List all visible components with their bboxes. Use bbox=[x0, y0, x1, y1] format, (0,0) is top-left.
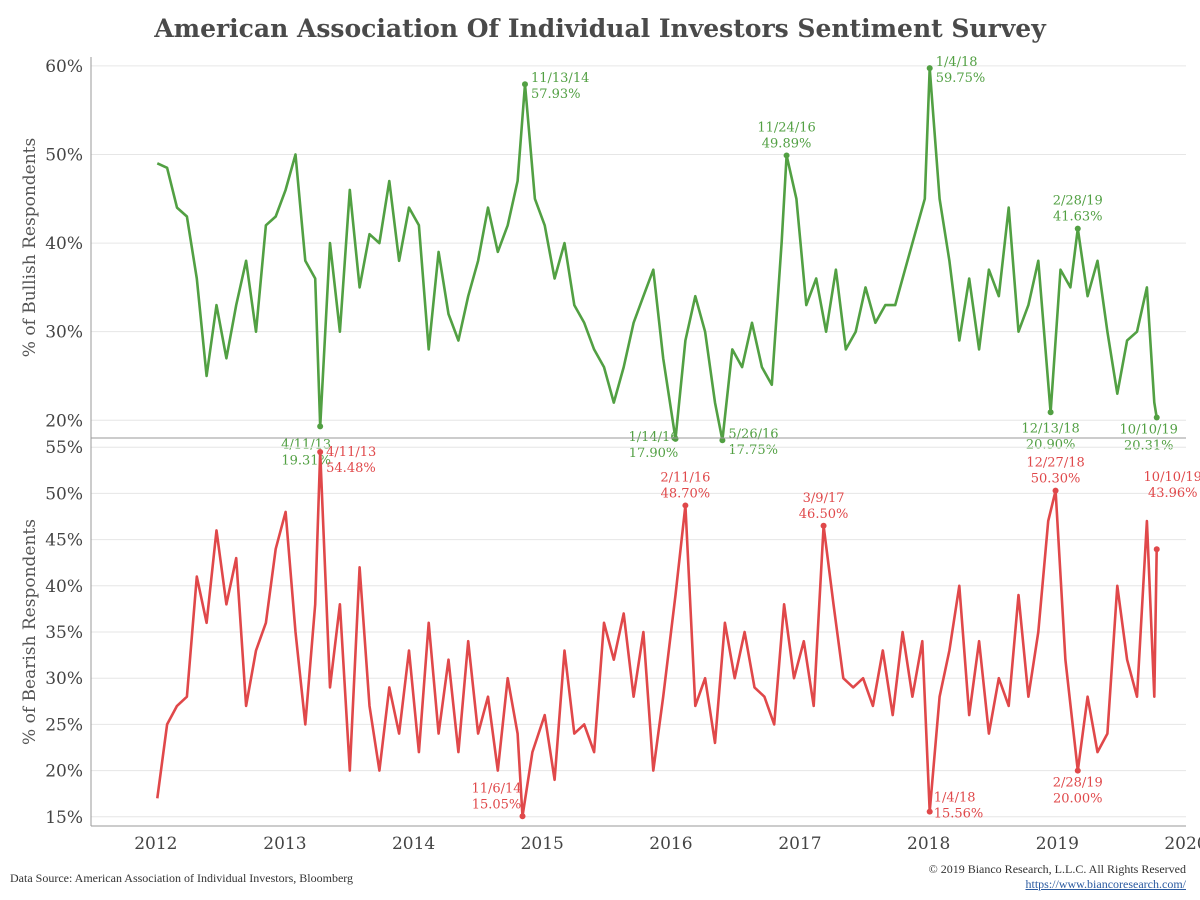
bearish-annotation-date: 3/9/17 bbox=[803, 491, 845, 506]
bearish-annotation-value: 48.70% bbox=[661, 486, 711, 501]
bearish-annotation-marker bbox=[682, 502, 689, 509]
bullish-annotation-marker bbox=[783, 152, 790, 159]
bullish-annotation-value: 20.31% bbox=[1124, 439, 1174, 454]
bearish-ytick-label: 45% bbox=[45, 531, 83, 551]
bullish-annotation-date: 5/26/16 bbox=[728, 427, 778, 442]
bearish-ytick-label: 50% bbox=[45, 484, 83, 504]
bullish-annotation-date: 11/13/14 bbox=[531, 71, 589, 86]
website-link[interactable]: https://www.biancoresearch.com/ bbox=[1025, 877, 1186, 891]
bearish-annotation-value: 46.50% bbox=[799, 507, 849, 522]
bullish-axis-title: % of Bullish Respondents bbox=[20, 138, 40, 357]
x-tick-label: 2019 bbox=[1036, 834, 1079, 854]
bullish-ytick-label: 60% bbox=[45, 57, 83, 77]
bearish-ytick-label: 25% bbox=[45, 715, 83, 735]
bullish-annotation-date: 12/13/18 bbox=[1021, 421, 1079, 436]
bullish-annotation-value: 57.93% bbox=[531, 87, 581, 102]
bearish-annotation-date: 2/28/19 bbox=[1053, 776, 1103, 791]
bearish-annotation-marker bbox=[317, 449, 324, 456]
bullish-annotation-marker bbox=[1074, 225, 1081, 232]
bearish-annotation-date: 4/11/13 bbox=[326, 445, 376, 460]
bullish-annotation-value: 59.75% bbox=[936, 71, 986, 86]
bearish-annotation-date: 2/11/16 bbox=[660, 470, 710, 485]
bearish-annotation-marker bbox=[820, 522, 827, 529]
bearish-ytick-label: 15% bbox=[45, 808, 83, 828]
bullish-annotation-value: 17.90% bbox=[629, 446, 679, 461]
bullish-annotation-marker bbox=[672, 435, 679, 442]
bearish-axis-title: % of Bearish Respondents bbox=[20, 519, 40, 745]
bearish-annotation-marker bbox=[1153, 546, 1160, 553]
bearish-ytick-label: 20% bbox=[45, 762, 83, 782]
bullish-annotation-marker bbox=[1047, 409, 1054, 416]
bearish-ytick-label: 35% bbox=[45, 623, 83, 643]
x-tick-label: 2012 bbox=[134, 834, 177, 854]
bearish-annotation-marker bbox=[519, 813, 526, 820]
bearish-ytick-label: 40% bbox=[45, 577, 83, 597]
bearish-annotation-value: 20.00% bbox=[1053, 792, 1103, 807]
x-tick-label: 2018 bbox=[907, 834, 950, 854]
bearish-ytick-label: 55% bbox=[45, 438, 83, 458]
bullish-annotation-value: 41.63% bbox=[1053, 210, 1103, 225]
footer-credits: © 2019 Bianco Research, L.L.C. All Right… bbox=[929, 862, 1186, 892]
bullish-annotation-date: 1/4/18 bbox=[936, 55, 978, 70]
bullish-annotation-date: 2/28/19 bbox=[1053, 194, 1103, 209]
bullish-annotation-marker bbox=[1153, 414, 1160, 421]
x-tick-label: 2013 bbox=[263, 834, 306, 854]
bullish-ytick-label: 40% bbox=[45, 234, 83, 254]
bearish-series-line bbox=[156, 450, 1158, 818]
chart-title: American Association Of Individual Inves… bbox=[154, 14, 1046, 43]
bearish-annotation-value: 43.96% bbox=[1148, 486, 1198, 501]
bullish-annotation-value: 49.89% bbox=[762, 136, 812, 151]
x-tick-label: 2020 bbox=[1164, 834, 1200, 854]
copyright: © 2019 Bianco Research, L.L.C. All Right… bbox=[928, 862, 1186, 876]
bullish-annotation-marker bbox=[719, 437, 726, 444]
bullish-series-line bbox=[156, 66, 1158, 442]
bullish-ytick-label: 30% bbox=[45, 323, 83, 343]
data-source: Data Source: American Association of Ind… bbox=[10, 871, 354, 885]
bullish-annotation-marker bbox=[317, 423, 324, 430]
bearish-annotation-marker bbox=[1052, 487, 1059, 494]
bullish-annotation-date: 11/24/16 bbox=[757, 120, 815, 135]
bullish-annotation-marker bbox=[926, 65, 933, 72]
bearish-annotation-value: 50.30% bbox=[1031, 472, 1081, 487]
bullish-ytick-label: 50% bbox=[45, 145, 83, 165]
x-tick-label: 2017 bbox=[778, 834, 821, 854]
bearish-annotation-marker bbox=[926, 808, 933, 815]
bullish-ytick-label: 20% bbox=[45, 411, 83, 431]
bearish-annotation-date: 11/6/14 bbox=[471, 781, 521, 796]
bullish-annotation-value: 20.90% bbox=[1026, 437, 1076, 452]
bearish-annotation-value: 15.56% bbox=[934, 807, 984, 822]
bearish-annotation-date: 10/10/19 bbox=[1144, 470, 1200, 485]
bearish-annotation-date: 1/4/18 bbox=[934, 791, 976, 806]
x-tick-label: 2016 bbox=[649, 834, 692, 854]
bearish-annotation-marker bbox=[1074, 767, 1081, 774]
bearish-annotation-date: 12/27/18 bbox=[1026, 456, 1084, 471]
x-tick-label: 2015 bbox=[521, 834, 564, 854]
bullish-annotation-date: 10/10/19 bbox=[1120, 423, 1178, 438]
bullish-annotation-value: 17.75% bbox=[728, 443, 778, 458]
bullish-annotation-value: 19.31% bbox=[281, 453, 331, 468]
x-tick-label: 2014 bbox=[392, 834, 435, 854]
bearish-annotation-value: 54.48% bbox=[326, 461, 376, 476]
bearish-ytick-label: 30% bbox=[45, 669, 83, 689]
bearish-annotation-value: 15.05% bbox=[472, 797, 522, 812]
bullish-annotation-date: 4/11/13 bbox=[281, 437, 331, 452]
bullish-annotation-marker bbox=[521, 81, 528, 88]
bullish-annotation-date: 1/14/16 bbox=[628, 430, 678, 445]
